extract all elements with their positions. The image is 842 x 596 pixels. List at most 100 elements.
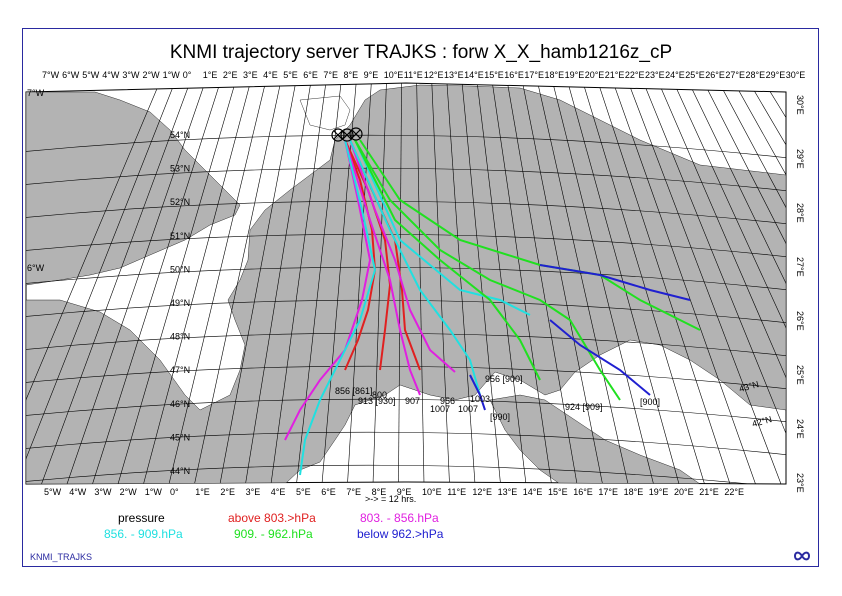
meridian-line bbox=[143, 83, 262, 484]
meridian-line bbox=[682, 83, 786, 484]
meridian-line bbox=[640, 83, 786, 484]
trajectory-blue-2 bbox=[549, 319, 651, 396]
bottom-lon-label: 10°E bbox=[422, 487, 442, 497]
land-italy bbox=[489, 394, 701, 484]
top-lon-label: 25°E bbox=[685, 70, 705, 80]
meridian-line bbox=[597, 83, 756, 484]
top-lon-label: 3°W bbox=[122, 70, 140, 80]
meridian-line bbox=[219, 83, 304, 484]
lat-label: 46°N bbox=[170, 399, 190, 409]
trajectory-end-label: 907 bbox=[405, 396, 420, 406]
bottom-lon-label: 11°E bbox=[447, 487, 466, 497]
parallel-line bbox=[26, 233, 786, 264]
right-lon-label: 26°E bbox=[795, 311, 805, 331]
top-lon-label: 23°E bbox=[645, 70, 665, 80]
legend-item-below-962: below 962.>hPa bbox=[357, 527, 444, 541]
top-lon-label: 27°E bbox=[725, 70, 745, 80]
meridian-line bbox=[710, 83, 786, 484]
top-lon-label: 24°E bbox=[665, 70, 685, 80]
trajectory-green-2 bbox=[354, 139, 621, 401]
meridian-line bbox=[415, 83, 425, 484]
parallel-line bbox=[26, 167, 786, 198]
top-lon-label: 16°E bbox=[504, 70, 524, 80]
trajectory-magenta-2 bbox=[349, 139, 456, 373]
top-lon-label: 5°W bbox=[82, 70, 100, 80]
meridian-line bbox=[668, 83, 786, 484]
lat-label: 54°N bbox=[170, 130, 190, 140]
meridian-line bbox=[26, 83, 178, 484]
legend-item-803-856: 803. - 856.hPa bbox=[360, 511, 439, 525]
meridian-line bbox=[527, 83, 629, 484]
knmi-logo-icon bbox=[794, 551, 810, 561]
right-lon-label: 27°E bbox=[795, 257, 805, 277]
left-longitude-labels: 7°W 6°W bbox=[27, 88, 45, 273]
meridian-line bbox=[780, 83, 786, 484]
trajectory-end-label: 924 [909] bbox=[565, 402, 603, 412]
bottom-lon-label: 4°E bbox=[271, 487, 286, 497]
trajectory-cyan-3 bbox=[354, 139, 531, 316]
bottom-lon-label: 5°W bbox=[44, 487, 62, 497]
top-lon-label: 1°E bbox=[203, 70, 218, 80]
meridian-line bbox=[499, 83, 578, 484]
top-lon-label: 13°E bbox=[444, 70, 464, 80]
graticule bbox=[26, 83, 786, 484]
time-note: >-> = 12 hrs. bbox=[365, 494, 416, 504]
top-lon-label: 20°E bbox=[585, 70, 605, 80]
parallel-line bbox=[26, 365, 786, 396]
right-lon-label: 29°E bbox=[795, 149, 805, 169]
start-markers bbox=[331, 127, 363, 142]
footer-source-label: KNMI_TRAJKS bbox=[30, 552, 93, 562]
bottom-lon-label: 3°E bbox=[246, 487, 261, 497]
meridian-line bbox=[117, 83, 248, 484]
bottom-lon-label: 8°E bbox=[372, 487, 387, 497]
top-lon-label: 6°W bbox=[62, 70, 80, 80]
trajectory-end-label: 1003 bbox=[470, 394, 490, 404]
legend-item-above-803: above 803.>hPa bbox=[228, 511, 316, 525]
top-lon-label: 5°E bbox=[283, 70, 298, 80]
top-lon-label: 29°E bbox=[766, 70, 786, 80]
bottom-lon-label: 22°E bbox=[724, 487, 744, 497]
meridian-line bbox=[541, 83, 654, 484]
lat-label: 51°N bbox=[170, 231, 190, 241]
land-north-sea-coast bbox=[299, 95, 351, 131]
lat-label: 50°N bbox=[170, 264, 190, 274]
meridian-line bbox=[738, 83, 786, 484]
top-lon-label: 7°E bbox=[323, 70, 338, 80]
left-lon-label: 6°W bbox=[27, 263, 45, 273]
legend-item-909-962: 909. - 962.hPa bbox=[234, 527, 313, 541]
right-lon-label: 25°E bbox=[795, 365, 805, 385]
top-lon-label: 22°E bbox=[625, 70, 645, 80]
left-lon-label: 7°W bbox=[27, 88, 45, 98]
trajectories bbox=[284, 139, 701, 476]
meridian-line bbox=[625, 83, 786, 484]
trajectory-end-label: 1007 bbox=[430, 404, 450, 414]
meridian-line bbox=[654, 83, 786, 484]
bottom-lon-label: 16°E bbox=[573, 487, 593, 497]
meridian-line bbox=[485, 83, 552, 484]
top-lon-label: 19°E bbox=[565, 70, 585, 80]
trajectory-end-label: [990] bbox=[490, 412, 510, 422]
top-lon-label: 4°W bbox=[102, 70, 120, 80]
bottom-lon-label: 0° bbox=[170, 487, 179, 497]
meridian-line bbox=[696, 83, 786, 484]
meridian-line bbox=[471, 83, 527, 484]
meridian-line bbox=[429, 83, 450, 484]
bottom-lon-label: 2°E bbox=[220, 487, 235, 497]
top-lon-label: 10°E bbox=[384, 70, 404, 80]
meridian-line bbox=[347, 83, 375, 484]
meridian-line bbox=[296, 83, 347, 484]
top-lon-label: 12°E bbox=[424, 70, 444, 80]
top-lon-label: 0° bbox=[183, 70, 192, 80]
trajectory-end-label: 956 bbox=[440, 396, 455, 406]
meridian-line bbox=[41, 83, 206, 484]
trajectory-end-label: 856 [861] bbox=[335, 386, 373, 396]
right-lon-label: 24°E bbox=[795, 419, 805, 439]
bottom-longitude-labels: 5°W 4°W 3°W 2°W 1°W 0° 1°E 2°E 3°E 4°E 5°E 6°E 7°E 8°… bbox=[44, 487, 744, 497]
latitude-labels: 54°N 53°N 52°N 51°N 50°N 49°N 48°N 47°N 46°N 45°N… bbox=[170, 130, 190, 476]
meridian-line bbox=[611, 83, 782, 484]
bottom-lon-label: 21°E bbox=[699, 487, 719, 497]
meridian-line bbox=[168, 83, 276, 484]
trajectory-end-label: 913 [930] bbox=[358, 396, 396, 406]
